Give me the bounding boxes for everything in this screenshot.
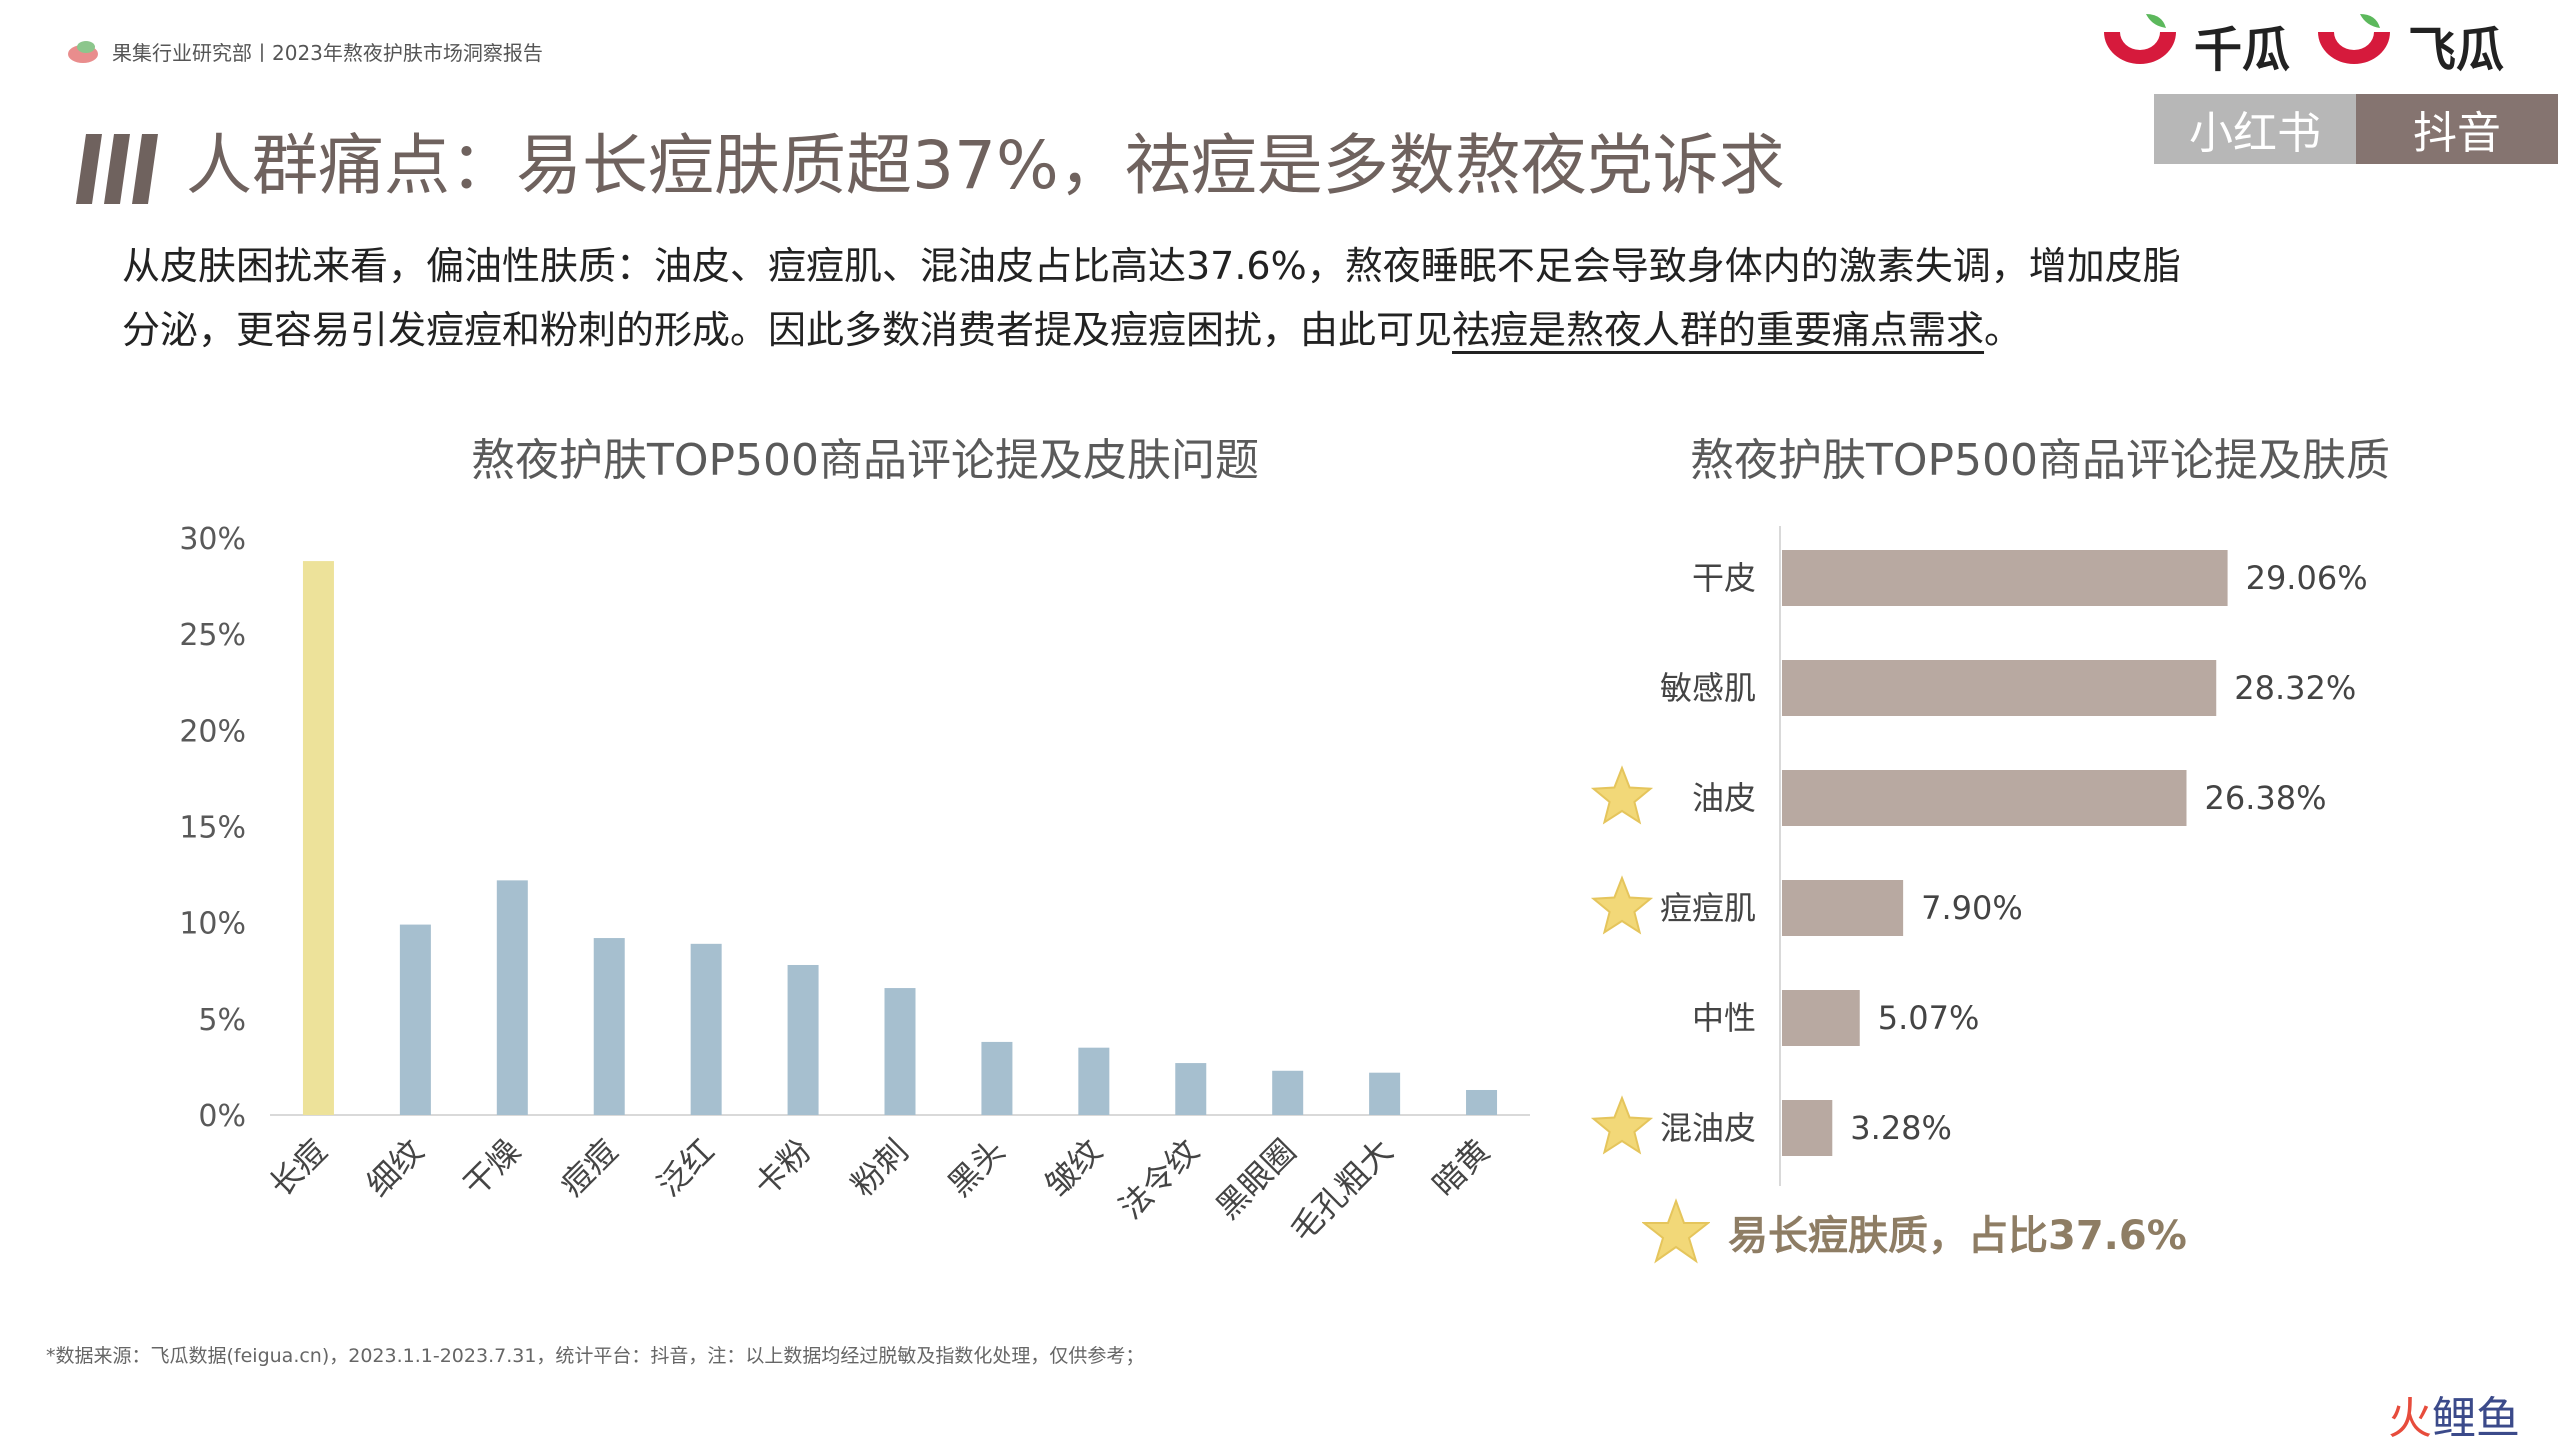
x-tick-label: 毛孔粗大 [1283, 1132, 1400, 1249]
title-decoration-icon [76, 134, 158, 204]
bar-痘痘 [593, 938, 625, 1115]
x-tick-label: 粉刺 [844, 1132, 916, 1204]
category-label: 中性 [1692, 999, 1756, 1037]
category-label: 油皮 [1692, 779, 1756, 817]
y-tick-label: 15% [179, 811, 246, 846]
bar-痘痘肌 [1782, 880, 1904, 936]
chart1-title: 熬夜护肤TOP500商品评论提及皮肤问题 [470, 435, 1260, 486]
feigua-logo: 飞瓜 [2310, 10, 2504, 80]
feigua-logo-text: 飞瓜 [2408, 22, 2505, 78]
star-icon [1590, 1095, 1654, 1155]
brand-text: 果集行业研究部丨2023年熬夜护肤市场洞察报告 [112, 40, 543, 65]
bar-干燥 [496, 880, 528, 1115]
credit-part2: 鲤鱼 [2432, 1393, 2520, 1444]
summary-key-point: 祛痘是熬夜人群的重要痛点需求 [1452, 308, 1985, 352]
y-tick-label: 20% [179, 714, 246, 749]
y-tick-label: 5% [198, 1003, 246, 1038]
x-tick-label: 长痘 [262, 1132, 334, 1204]
y-tick-label: 30% [179, 522, 246, 557]
x-tick-label: 法令纹 [1112, 1132, 1207, 1227]
x-tick-label: 痘痘 [553, 1132, 625, 1204]
bar-法令纹 [1175, 1063, 1207, 1115]
star-icon [1590, 765, 1654, 825]
category-label: 混油皮 [1660, 1109, 1756, 1147]
bar-皱纹 [1078, 1047, 1110, 1115]
highlight-text: 易长痘肤质，占比37.6% [1728, 1213, 2187, 1259]
x-tick-label: 泛红 [650, 1132, 722, 1204]
chart2-title: 熬夜护肤TOP500商品评论提及肤质 [1689, 435, 2391, 486]
summary-line-1: 从皮肤困扰来看，偏油性肤质：油皮、痘痘肌、混油皮占比高达37.6%，熬夜睡眠不足… [122, 244, 2181, 288]
qiangua-logo: 千瓜 [2096, 10, 2290, 80]
bar-暗黄 [1466, 1089, 1498, 1115]
x-tick-label: 暗黄 [1425, 1132, 1497, 1204]
y-tick-label: 25% [179, 618, 246, 653]
y-tick-label: 0% [198, 1099, 246, 1134]
tab-xiaohongshu-label: 小红书 [2189, 108, 2321, 159]
highlight-callout: 易长痘肤质，占比37.6% [1642, 1192, 2187, 1272]
bar-黑头 [981, 1041, 1013, 1115]
summary-line-2-end: 。 [1984, 308, 2023, 352]
guoji-logo-icon [68, 41, 98, 63]
star-icon [1590, 875, 1654, 935]
x-tick-label: 黑眼圈 [1209, 1132, 1304, 1227]
value-label: 7.90% [1921, 889, 2023, 927]
value-label: 3.28% [1850, 1109, 1952, 1147]
bar-中性 [1782, 990, 1860, 1046]
summary-line-2: 分泌，更容易引发痘痘和粉刺的形成。因此多数消费者提及痘痘困扰，由此可见 [122, 308, 1453, 352]
footnote: *数据来源：飞瓜数据(feigua.cn)，2023.1.1-2023.7.31… [46, 1345, 1145, 1367]
credit-watermark: 火鲤鱼 [2388, 1382, 2520, 1446]
category-label: 痘痘肌 [1660, 889, 1756, 927]
value-label: 28.32% [2234, 669, 2356, 707]
bar-细纹 [399, 924, 431, 1115]
page-title: 人群痛点：易长痘肤质超37%，祛痘是多数熬夜党诉求 [186, 127, 1785, 204]
qiangua-logo-icon [2104, 14, 2176, 64]
bar-长痘 [302, 561, 334, 1115]
bar-泛红 [690, 943, 722, 1115]
qiangua-logo-text: 千瓜 [2194, 22, 2291, 78]
feigua-logo-icon [2318, 14, 2390, 64]
x-tick-label: 皱纹 [1037, 1132, 1109, 1204]
bar-粉刺 [884, 988, 916, 1115]
bar-油皮 [1782, 770, 2187, 826]
x-tick-label: 卡粉 [747, 1132, 819, 1204]
value-label: 29.06% [2246, 559, 2368, 597]
tab-douyin[interactable]: 抖音 [2356, 94, 2558, 164]
category-label: 敏感肌 [1660, 669, 1756, 707]
skin-problem-chart: 0% 5% 10% 15% 20% 25% 30% 长痘 细纹 干燥 痘痘 泛红 卡粉 粉刺 黑头 皱纹 法令… [179, 522, 1530, 1249]
category-label: 干皮 [1692, 559, 1756, 597]
value-label: 26.38% [2204, 779, 2326, 817]
tab-douyin-label: 抖音 [2413, 108, 2501, 159]
star-icon [1642, 1198, 1710, 1264]
bar-黑眼圈 [1272, 1070, 1304, 1115]
credit-part1: 火 [2388, 1393, 2432, 1444]
x-tick-label: 干燥 [456, 1132, 528, 1204]
y-tick-label: 10% [179, 907, 246, 942]
tab-xiaohongshu[interactable]: 小红书 [2154, 94, 2356, 164]
bar-敏感肌 [1782, 660, 2217, 716]
x-tick-label: 细纹 [359, 1132, 431, 1204]
bar-干皮 [1782, 550, 2228, 606]
bar-卡粉 [787, 964, 819, 1115]
x-tick-label: 黑头 [940, 1132, 1012, 1204]
summary-paragraph: 从皮肤困扰来看，偏油性肤质：油皮、痘痘肌、混油皮占比高达37.6%，熬夜睡眠不足… [122, 234, 2462, 362]
brand-row: 果集行业研究部丨2023年熬夜护肤市场洞察报告 [66, 36, 543, 66]
bar-混油皮 [1782, 1100, 1833, 1156]
bar-毛孔粗大 [1369, 1072, 1401, 1115]
value-label: 5.07% [1878, 999, 1980, 1037]
